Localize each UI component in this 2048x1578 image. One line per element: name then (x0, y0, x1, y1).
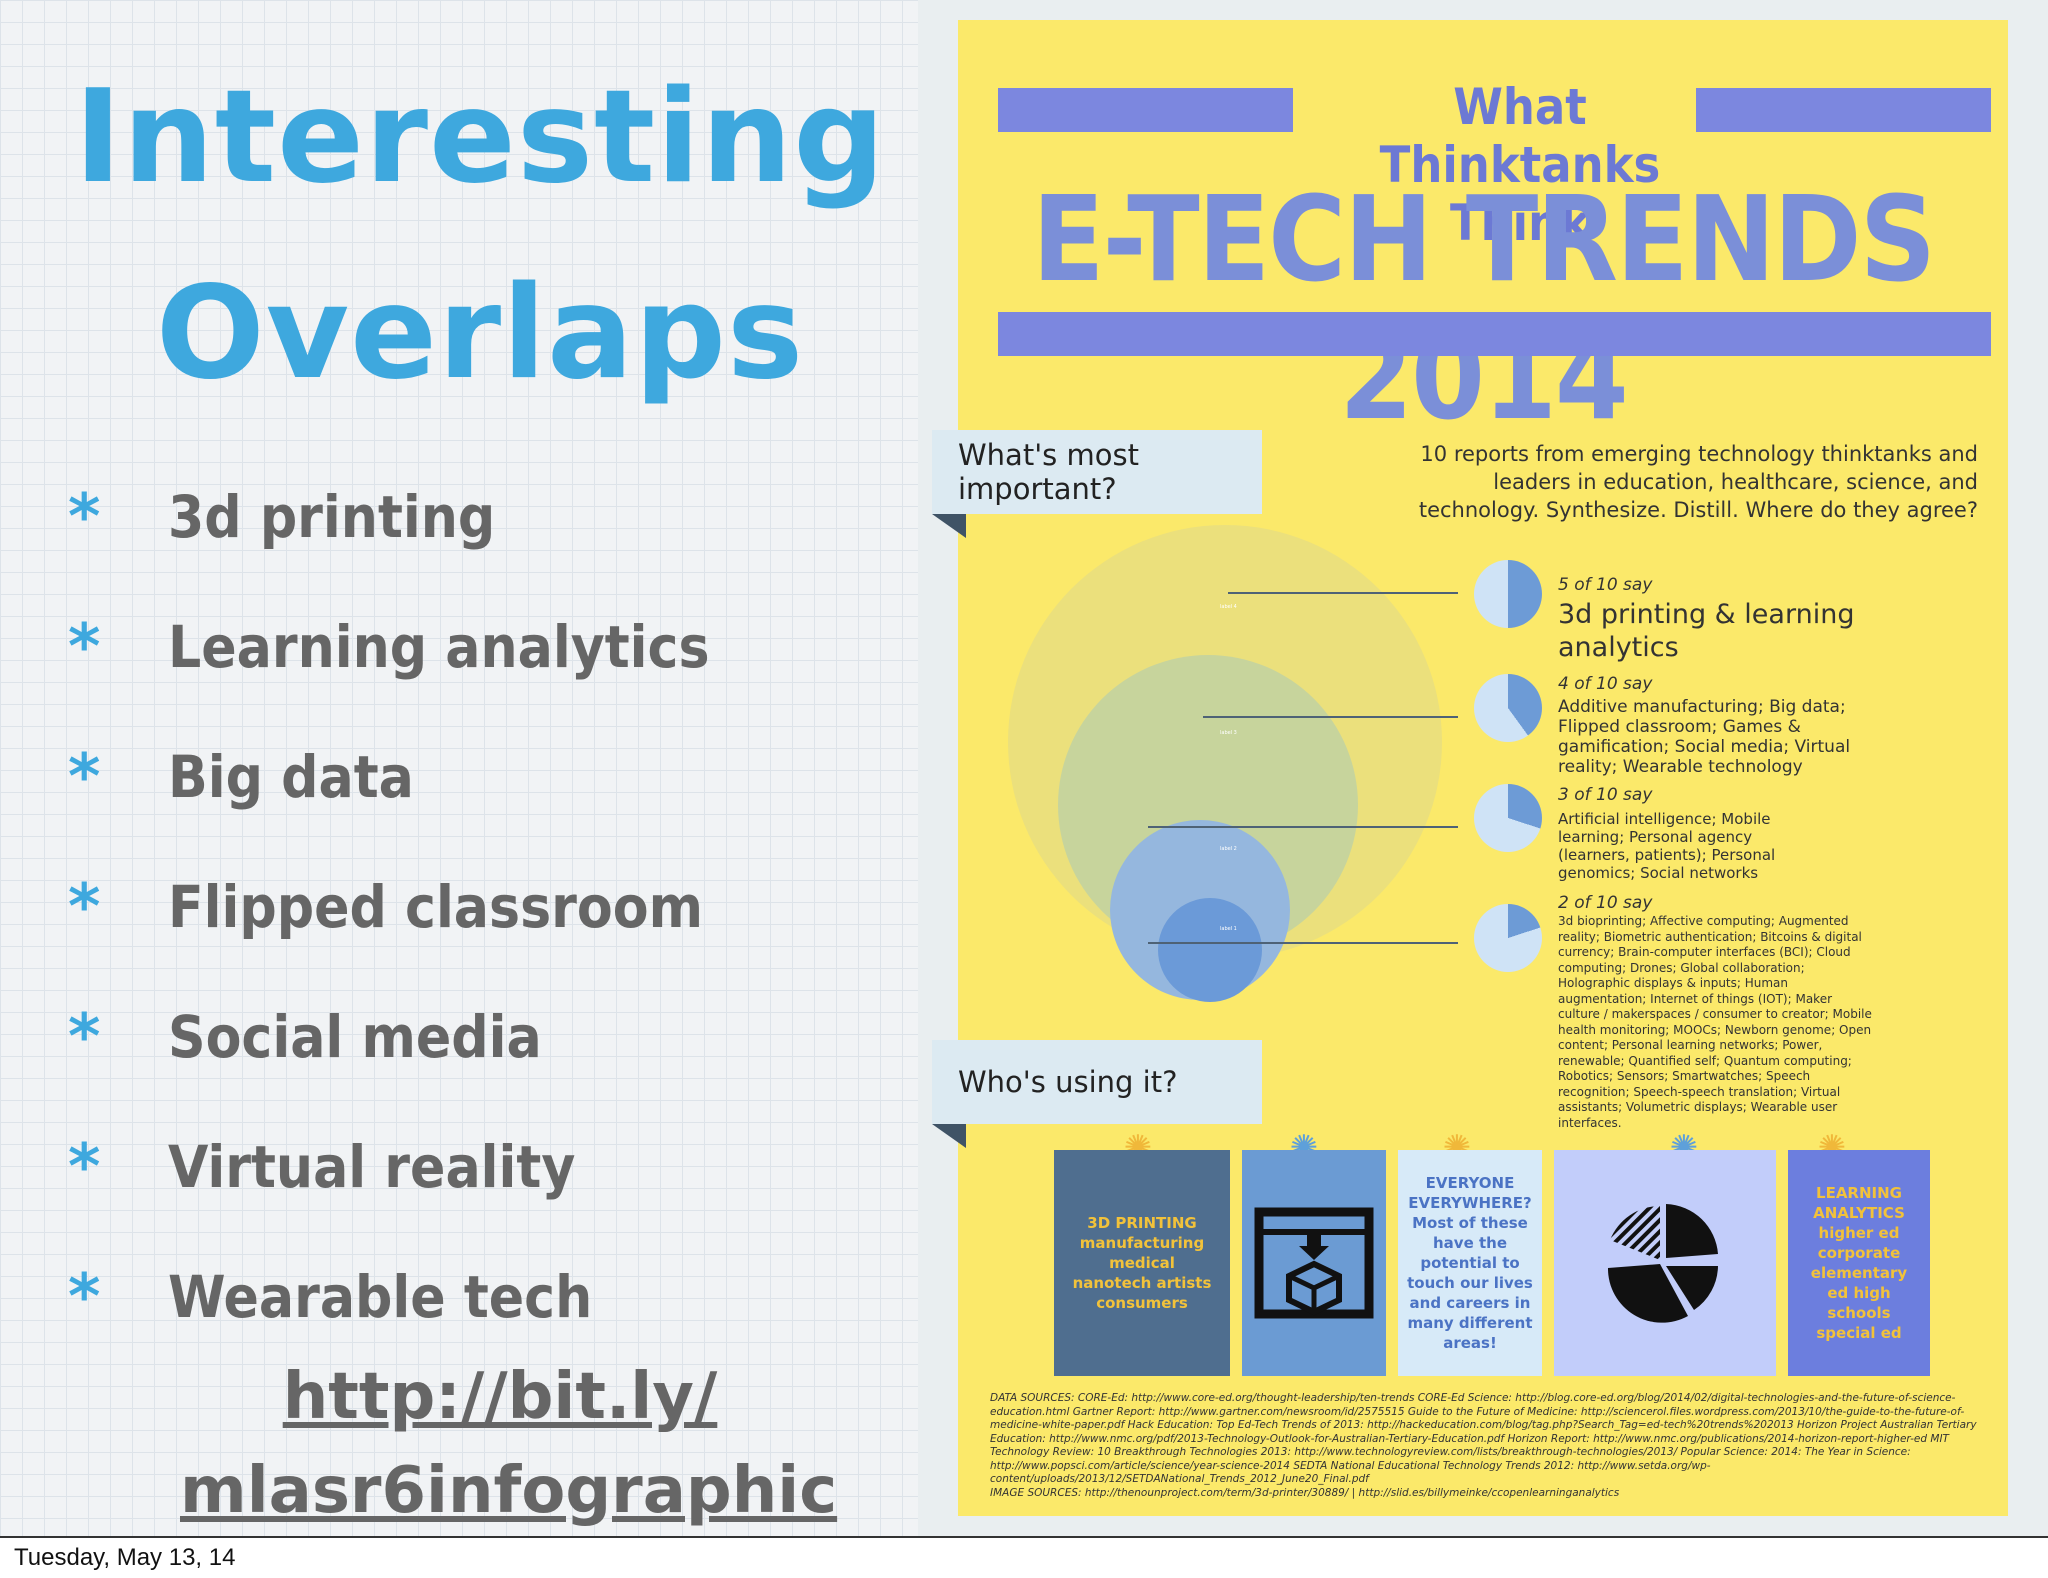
bullet-list: * 3d printing * Learning analytics * Big da… (68, 452, 710, 1362)
count-label: 4 of 10 say (1558, 674, 1653, 694)
3d-printer-icon (1254, 1207, 1374, 1319)
circle-label: label 1 (1220, 926, 1237, 932)
circle-label: label 3 (1220, 730, 1237, 736)
card-printer-icon (1242, 1150, 1386, 1376)
bullet-item: * 3d printing (68, 452, 710, 582)
slide: Interesting Overlaps * 3d printing * Learn… (0, 0, 2048, 1536)
bullet-item: * Learning analytics (68, 582, 710, 712)
connector-line (1148, 942, 1458, 944)
asterisk-icon: * (68, 610, 101, 683)
count-label: 3 of 10 say (1558, 785, 1653, 805)
count-label: 2 of 10 say (1558, 893, 1653, 913)
title-line-2: Overlaps (155, 259, 805, 408)
trend-list: 3d printing & learning analytics (1558, 599, 1855, 663)
asterisk-icon: * (68, 1260, 101, 1333)
title-bar-right (1696, 88, 1991, 132)
image-sources-text: IMAGE SOURCES: http://thenounproject.com… (990, 1486, 1620, 1499)
bullet-item: * Flipped classroom (68, 842, 710, 972)
pie-5-of-10 (1474, 560, 1542, 628)
pie-4-of-10 (1474, 674, 1542, 742)
ribbon-who-using: Who's using it? (932, 1040, 1262, 1124)
infographic-intro: 10 reports from emerging technology thin… (1418, 442, 1978, 522)
card-analytics-icon (1554, 1150, 1776, 1376)
link-line-2[interactable]: mlasr6infographic (180, 1454, 838, 1528)
circle-label: label 2 (1220, 846, 1237, 852)
bullet-text: Wearable tech (168, 1263, 593, 1331)
pie-2-of-10 (1474, 904, 1542, 972)
connector-line (1203, 716, 1458, 718)
bullet-text: Social media (168, 1003, 542, 1071)
asterisk-icon: * (68, 1130, 101, 1203)
pie-chart-icon (1607, 1204, 1718, 1323)
link-line-1[interactable]: http://bit.ly/ (282, 1360, 718, 1434)
bullet-item: * Virtual reality (68, 1102, 710, 1232)
footer-bar: Tuesday, May 13, 14 (0, 1536, 2048, 1578)
trend-list: Artificial intelligence; Mobile learning… (1558, 810, 1776, 882)
bullet-text: Flipped classroom (168, 873, 703, 941)
trend-list: 3d bioprinting; Affective computing; Aug… (1558, 914, 1872, 1130)
data-sources: DATA SOURCES: CORE-Ed: http://www.core-e… (990, 1392, 1980, 1500)
footer-date: Tuesday, May 13, 14 (14, 1544, 236, 1571)
connector-line (1148, 826, 1458, 828)
infographic-image: What Thinktanks Think E-TECH TRENDS 2014… (918, 0, 2048, 1536)
infographic-title: E-TECH TRENDS 2014 (1031, 170, 1936, 446)
infographic-link[interactable]: http://bit.ly/ mlasr6infographic (180, 1350, 838, 1536)
infographic-poster: What Thinktanks Think E-TECH TRENDS 2014… (932, 20, 2008, 1516)
title-bar-left (998, 88, 1293, 132)
circle-label: label 4 (1220, 604, 1237, 610)
bullet-text: Learning analytics (168, 613, 710, 681)
asterisk-icon: * (68, 740, 101, 813)
infographic-subtitle: What Thinktanks Think (1379, 78, 1661, 252)
asterisk-icon: * (68, 480, 101, 553)
circle-level-2 (1158, 898, 1262, 1002)
asterisk-icon: * (68, 870, 101, 943)
pie-3-of-10 (1474, 784, 1542, 852)
bullet-item: * Wearable tech (68, 1232, 710, 1362)
card-learning-analytics: LEARNING ANALYTICS higher ed corporate e… (1788, 1150, 1930, 1376)
bullet-text: 3d printing (168, 483, 496, 551)
title-line-1: Interesting (74, 63, 886, 212)
slide-title: Interesting Overlaps (40, 40, 920, 432)
title-bar-bottom (998, 312, 1991, 356)
ribbon-most-important: What's most important? (932, 430, 1262, 514)
bullet-item: * Social media (68, 972, 710, 1102)
bullet-text: Virtual reality (168, 1133, 576, 1201)
data-sources-text: DATA SOURCES: CORE-Ed: http://www.core-e… (990, 1392, 1977, 1485)
bullet-item: * Big data (68, 712, 710, 842)
asterisk-icon: * (68, 1000, 101, 1073)
card-3d-printing: 3D PRINTING manufacturing medical nanote… (1054, 1150, 1230, 1376)
trend-list: Additive manufacturing; Big data; Flippe… (1558, 697, 1851, 777)
ribbon-tail (932, 1124, 966, 1148)
card-everyone: EVERYONE EVERYWHERE? Most of these have … (1398, 1150, 1542, 1376)
connector-line (1228, 592, 1458, 594)
bullet-text: Big data (168, 743, 414, 811)
count-label: 5 of 10 say (1558, 575, 1653, 595)
ribbon-tail (932, 514, 966, 538)
